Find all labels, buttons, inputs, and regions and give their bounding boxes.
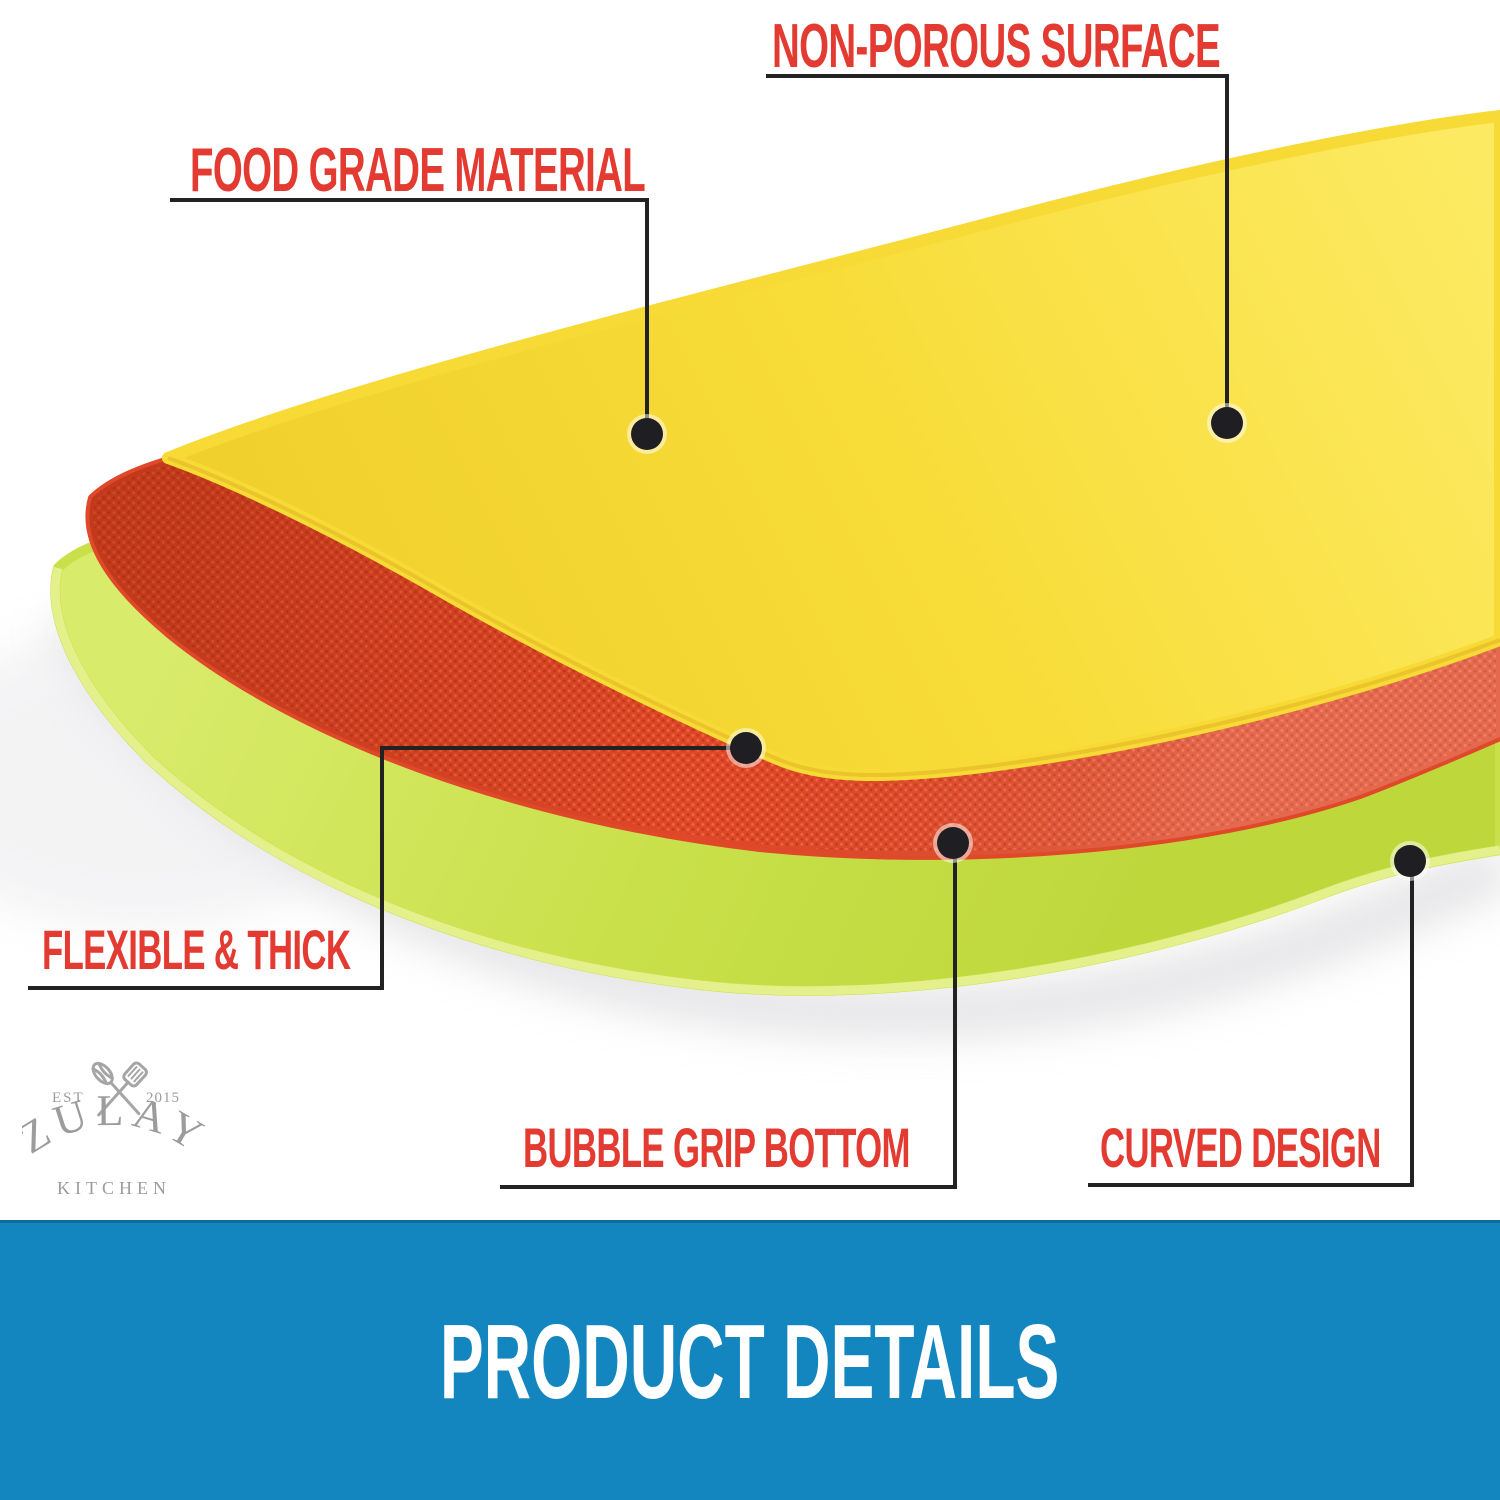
product-details-banner: PRODUCT DETAILS	[0, 1220, 1500, 1500]
logo-sub: KITCHEN	[57, 1178, 171, 1198]
dot-curved	[1394, 845, 1426, 877]
zulay-kitchen-logo: EST 2015 ZULAY KITCHEN	[22, 1061, 207, 1198]
callout-curved: CURVED DESIGN	[1100, 1120, 1500, 1176]
callout-food-grade: FOOD GRADE MATERIAL	[190, 140, 924, 202]
dot-food-grade	[631, 418, 663, 450]
logo-est: EST	[52, 1090, 85, 1106]
connector-flexible	[28, 746, 732, 990]
callout-flexible: FLEXIBLE & THICK	[42, 922, 539, 978]
connector-bubble-grip	[500, 857, 957, 1189]
spatula-icon	[97, 1061, 148, 1117]
callout-bubble-grip: BUBBLE GRIP BOTTOM	[523, 1120, 1147, 1176]
connector-food-grade	[170, 198, 649, 420]
cutting-mat-yellow	[162, 110, 1500, 781]
callout-bubble-grip-label: BUBBLE GRIP BOTTOM	[523, 1116, 910, 1179]
crossed-utensils-icon	[91, 1061, 148, 1117]
connector-non-porous	[766, 74, 1229, 409]
callout-non-porous: NON-POROUS SURFACE	[772, 16, 1495, 78]
callout-non-porous-label: NON-POROUS SURFACE	[772, 12, 1221, 81]
dot-flexible	[730, 732, 762, 764]
callout-food-grade-label: FOOD GRADE MATERIAL	[190, 136, 646, 205]
banner-title: PRODUCT DETAILS	[440, 1302, 1060, 1421]
connector-curved	[1088, 875, 1414, 1187]
whisk-icon	[91, 1061, 141, 1116]
dot-non-porous	[1211, 407, 1243, 439]
connectors	[28, 74, 1414, 1189]
callout-curved-label: CURVED DESIGN	[1100, 1116, 1381, 1179]
logo-year: 2015	[146, 1090, 180, 1106]
connector-dots	[627, 403, 1430, 881]
dot-bubble-grip	[937, 827, 969, 859]
callout-flexible-label: FLEXIBLE & THICK	[42, 918, 351, 981]
